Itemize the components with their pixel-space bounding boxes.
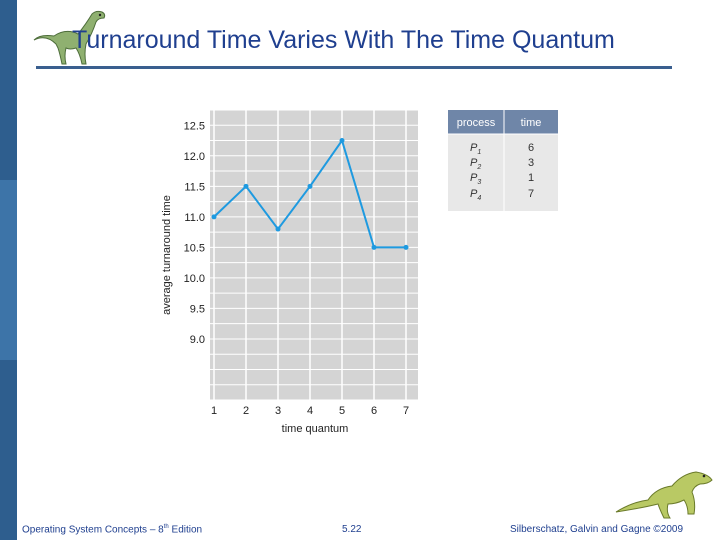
- sidebar-segment: [0, 180, 17, 360]
- data-point: [275, 226, 281, 232]
- process-time: 7: [528, 188, 534, 200]
- table-header-process: process: [457, 117, 496, 129]
- data-point: [339, 138, 345, 144]
- dinosaur-icon-bottom: [615, 471, 713, 519]
- process-name: P3: [470, 172, 481, 186]
- table-row: P2 3: [470, 157, 534, 171]
- x-axis-label: time quantum: [282, 423, 349, 435]
- x-tick-label: 4: [307, 405, 313, 417]
- footer-book-title: Operating System Concepts – 8th Edition: [22, 524, 202, 535]
- y-axis-label: average turnaround time: [161, 195, 173, 315]
- plot-background: [210, 110, 418, 400]
- table-row: P4 7: [470, 188, 534, 202]
- table-row: P1 6: [470, 142, 534, 156]
- y-tick-label: 9.5: [190, 303, 205, 315]
- data-point: [307, 183, 313, 189]
- sidebar-segment: [0, 360, 17, 540]
- data-point: [371, 244, 377, 250]
- process-time: 6: [528, 142, 534, 154]
- y-tick-label: 11.5: [184, 181, 205, 193]
- x-tick-label: 6: [371, 405, 377, 417]
- footer-edition-sup: th: [163, 524, 169, 530]
- data-point: [211, 214, 217, 220]
- process-table: process time P1 6 P2 3 P3 1 P4 7: [448, 110, 558, 211]
- footer-book-text: Operating System Concepts – 8: [22, 524, 164, 536]
- y-tick-label: 12.0: [184, 151, 205, 163]
- process-time: 1: [528, 172, 534, 184]
- x-tick-label: 5: [339, 405, 345, 417]
- y-tick-label: 9.0: [190, 334, 205, 346]
- turnaround-chart: 9.0 9.5 10.0 10.5 11.0 11.5 12.0 12.5 1 2 3 4 5 6 7 a…: [161, 109, 418, 435]
- process-name: P1: [470, 142, 481, 156]
- y-tick-label: 12.5: [184, 120, 205, 132]
- x-tick-label: 3: [275, 405, 281, 417]
- table-row: P3 1: [470, 172, 534, 186]
- table-header-background: [448, 110, 558, 134]
- sidebar-segment: [0, 0, 17, 180]
- left-sidebar-strip: [0, 0, 17, 540]
- process-time: 3: [528, 157, 534, 169]
- x-tick-label: 1: [211, 405, 217, 417]
- data-point: [403, 244, 409, 250]
- footer-copyright: Silberschatz, Galvin and Gagne ©2009: [510, 524, 684, 535]
- data-point: [243, 183, 249, 189]
- process-name: P2: [470, 157, 481, 171]
- table-header-time: time: [521, 117, 542, 129]
- dinosaur-icon-top: [33, 10, 106, 65]
- series-points: [211, 138, 409, 250]
- process-name: P4: [470, 188, 481, 202]
- x-tick-label: 2: [243, 405, 249, 417]
- y-tick-label: 10.0: [184, 273, 205, 285]
- y-tick-label: 10.5: [184, 242, 205, 254]
- footer-edition-suffix: Edition: [168, 524, 203, 536]
- x-tick-label: 7: [403, 405, 409, 417]
- y-tick-label: 11.0: [184, 212, 205, 224]
- plot-grid: [210, 109, 418, 401]
- footer-page-number: 5.22: [342, 524, 362, 535]
- title-underline: [36, 66, 672, 69]
- slide-title: Turnaround Time Varies With The Time Qua…: [72, 26, 615, 54]
- x-tick-labels: 1 2 3 4 5 6 7: [211, 405, 409, 417]
- y-tick-labels: 9.0 9.5 10.0 10.5 11.0 11.5 12.0 12.5: [184, 120, 205, 346]
